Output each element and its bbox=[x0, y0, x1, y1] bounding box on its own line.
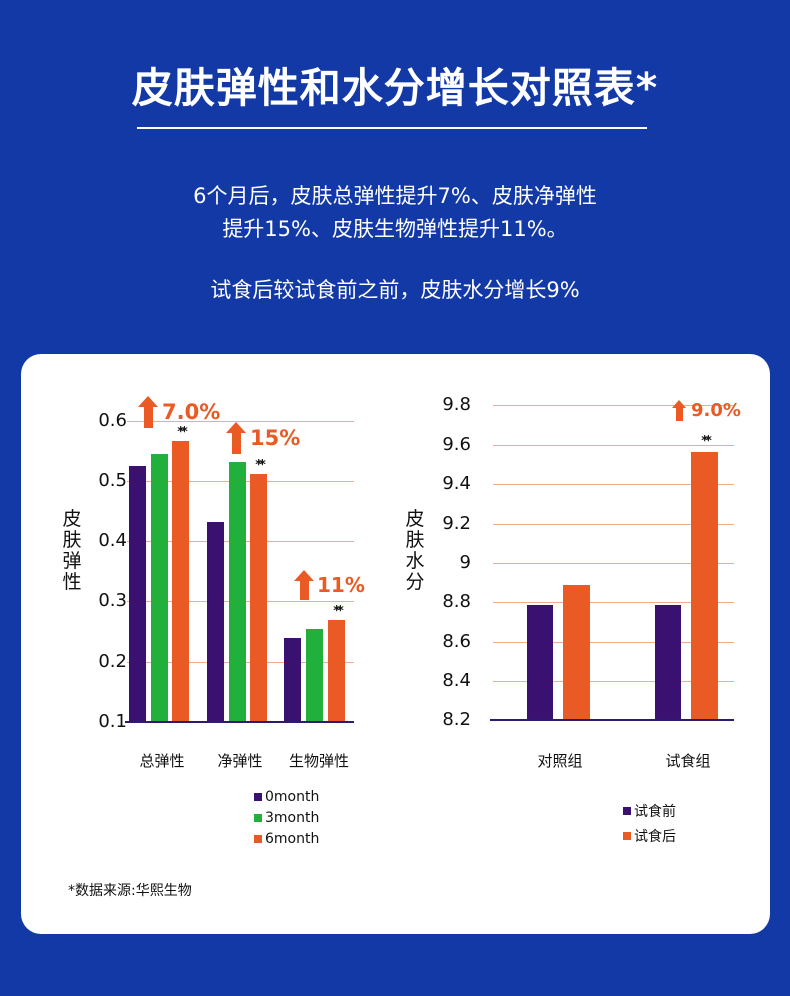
bar-after-control bbox=[563, 585, 590, 720]
x-category: 生物弹性 bbox=[288, 752, 349, 770]
summary-line-3: 试食后较试食前之前，皮肤水分增长9% bbox=[210, 278, 580, 302]
y-tick: 8.2 bbox=[442, 709, 471, 730]
legend-swatch bbox=[623, 806, 631, 815]
legend-item: 试食前 bbox=[623, 798, 676, 823]
y-tick: 0.5 bbox=[98, 470, 127, 491]
grid-line bbox=[493, 681, 734, 682]
legend-item: 3month bbox=[254, 807, 319, 828]
bar-6month-total bbox=[172, 441, 189, 722]
grid-line bbox=[493, 445, 734, 446]
legend-swatch bbox=[623, 831, 631, 840]
x-category: 总弹性 bbox=[139, 752, 185, 770]
up-arrow-icon bbox=[672, 400, 686, 421]
legend-swatch bbox=[254, 813, 262, 822]
page-title: 皮肤弹性和水分增长对照表* bbox=[131, 64, 659, 112]
significance-mark: ** bbox=[333, 604, 344, 619]
up-arrow-icon bbox=[294, 570, 314, 600]
legend-swatch bbox=[254, 834, 262, 843]
legend-swatch bbox=[254, 792, 262, 801]
y-axis-label: 皮肤水分 bbox=[405, 508, 425, 593]
grid-line bbox=[493, 484, 734, 485]
y-tick: 8.4 bbox=[442, 670, 471, 691]
y-tick: 9 bbox=[459, 552, 471, 573]
bar-before-trial bbox=[655, 605, 681, 720]
chart-card: 0.6 0.5 0.4 0.3 0.2 0.1 皮肤弹性 ** ** ** 7.… bbox=[21, 354, 770, 934]
significance-mark: ** bbox=[255, 458, 266, 473]
increase-label-net: 15% bbox=[226, 422, 300, 454]
grid-line bbox=[493, 563, 734, 564]
y-axis-label: 皮肤弹性 bbox=[62, 508, 82, 593]
y-tick: 9.2 bbox=[442, 513, 471, 534]
x-axis bbox=[125, 721, 354, 723]
significance-mark: ** bbox=[701, 434, 712, 449]
y-tick: 9.4 bbox=[442, 473, 471, 494]
legend-item: 试食后 bbox=[623, 823, 676, 848]
up-arrow-icon bbox=[138, 396, 158, 428]
increase-label-moisture: 9.0% bbox=[672, 400, 741, 421]
data-source-footnote: *数据来源:华熙生物 bbox=[68, 883, 192, 899]
bar-3month-net bbox=[229, 462, 246, 722]
legend-item: 6month bbox=[254, 828, 319, 849]
grid-line bbox=[493, 642, 734, 643]
bar-3month-bio bbox=[306, 629, 323, 722]
up-arrow-icon bbox=[226, 422, 246, 454]
grid-line bbox=[493, 524, 734, 525]
moisture-legend: 试食前 试食后 bbox=[623, 798, 676, 848]
bar-0month-net bbox=[207, 522, 224, 722]
bar-6month-bio bbox=[328, 620, 345, 722]
x-category: 对照组 bbox=[537, 752, 583, 770]
y-tick: 0.1 bbox=[98, 711, 127, 732]
bar-3month-total bbox=[151, 454, 168, 722]
x-axis bbox=[490, 719, 734, 721]
grid-line bbox=[127, 421, 354, 422]
y-tick: 8.6 bbox=[442, 631, 471, 652]
y-tick: 0.6 bbox=[98, 410, 127, 431]
elasticity-legend: 0month 3month 6month bbox=[254, 786, 319, 849]
bar-6month-net bbox=[250, 474, 267, 722]
bar-0month-bio bbox=[284, 638, 301, 722]
legend-item: 0month bbox=[254, 786, 319, 807]
y-tick: 0.4 bbox=[98, 530, 127, 551]
grid-line bbox=[493, 602, 734, 603]
y-tick: 9.8 bbox=[442, 394, 471, 415]
bar-after-trial bbox=[691, 452, 718, 720]
y-tick: 8.8 bbox=[442, 591, 471, 612]
increase-label-total: 7.0% bbox=[138, 396, 220, 428]
y-tick: 0.2 bbox=[98, 651, 127, 672]
summary-line-1: 6个月后，皮肤总弹性提升7%、皮肤净弹性 bbox=[193, 184, 597, 208]
bar-0month-total bbox=[129, 466, 146, 722]
grid-line bbox=[493, 405, 734, 406]
x-category: 试食组 bbox=[665, 752, 711, 770]
bar-before-control bbox=[527, 605, 553, 720]
y-tick: 0.3 bbox=[98, 590, 127, 611]
x-category: 净弹性 bbox=[217, 752, 263, 770]
significance-mark: ** bbox=[177, 425, 188, 440]
summary-line-2: 提升15%、皮肤生物弹性提升11%。 bbox=[222, 217, 568, 241]
y-tick: 9.6 bbox=[442, 434, 471, 455]
increase-label-bio: 11% bbox=[294, 570, 365, 600]
title-divider bbox=[137, 127, 647, 129]
